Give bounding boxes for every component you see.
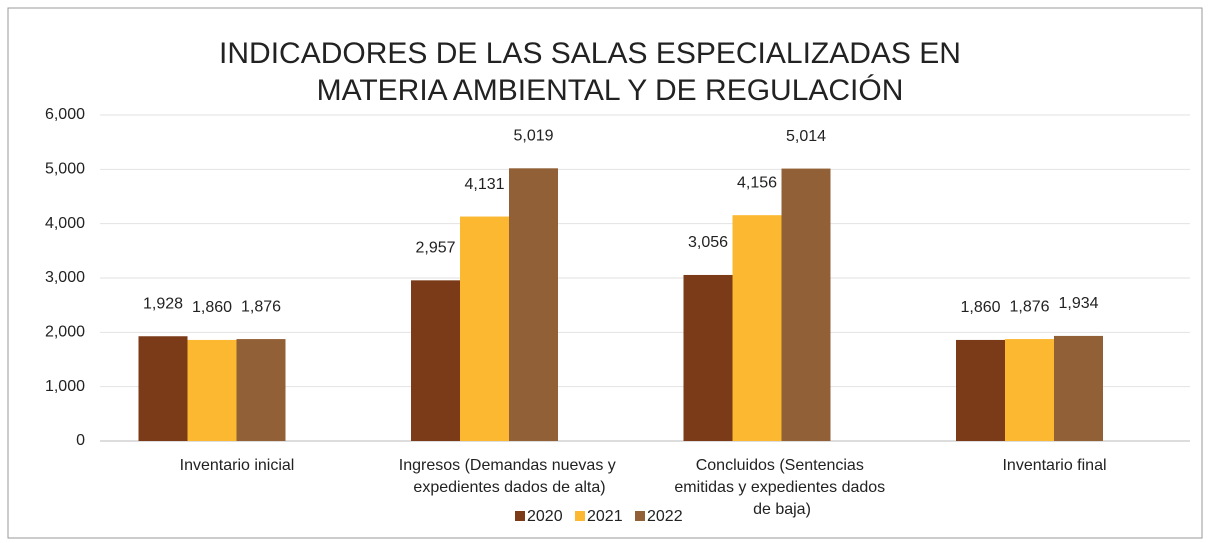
bar xyxy=(460,216,509,441)
y-tick-label: 0 xyxy=(76,432,85,449)
data-label: 2,957 xyxy=(415,240,455,257)
chart-frame xyxy=(7,7,1203,539)
chart-title: INDICADORES DE LAS SALAS ESPECIALIZADAS … xyxy=(219,37,961,70)
data-label: 4,131 xyxy=(464,176,504,193)
legend-swatch xyxy=(575,511,585,521)
data-label: 1,928 xyxy=(143,295,183,312)
data-label: 3,056 xyxy=(688,234,728,251)
bar xyxy=(411,280,460,441)
data-label: 4,156 xyxy=(737,174,777,191)
bar xyxy=(1054,335,1103,441)
legend-swatch xyxy=(635,511,645,521)
data-label: 1,934 xyxy=(1058,295,1098,312)
bar xyxy=(236,339,286,441)
data-label: 1,860 xyxy=(192,299,232,316)
bar xyxy=(187,339,237,441)
data-label: 1,876 xyxy=(241,298,281,315)
legend-swatch xyxy=(515,511,525,521)
data-label: 1,860 xyxy=(960,299,1000,316)
legend-label: 2020 xyxy=(527,508,563,525)
y-tick-label: 6,000 xyxy=(45,106,85,123)
y-tick-label: 5,000 xyxy=(45,161,85,178)
chart-title: MATERIA AMBIENTAL Y DE REGULACIÓN xyxy=(317,74,904,107)
x-tick-label: Inventario inicial xyxy=(180,457,295,474)
bar xyxy=(1005,339,1054,441)
y-tick-label: 2,000 xyxy=(45,324,85,341)
data-label: 5,014 xyxy=(786,128,826,145)
bar xyxy=(509,168,558,441)
x-tick-label: Ingresos (Demandas nuevas y expedientes … xyxy=(399,457,620,496)
x-tick-label: Inventario final xyxy=(1002,457,1106,474)
legend-label: 2022 xyxy=(647,508,683,525)
y-tick-label: 1,000 xyxy=(45,378,85,395)
data-label: 1,876 xyxy=(1009,298,1049,315)
bar xyxy=(956,339,1005,441)
bar xyxy=(781,168,831,441)
y-tick-label: 4,000 xyxy=(45,215,85,232)
data-label: 5,019 xyxy=(513,128,553,145)
legend-label: 2021 xyxy=(587,508,623,525)
bar xyxy=(732,215,782,441)
y-tick-label: 3,000 xyxy=(45,269,85,286)
x-tick-label: Concluidos (Sentencias emitidas y expedi… xyxy=(674,457,889,518)
bar xyxy=(683,274,733,441)
bar xyxy=(138,336,188,441)
